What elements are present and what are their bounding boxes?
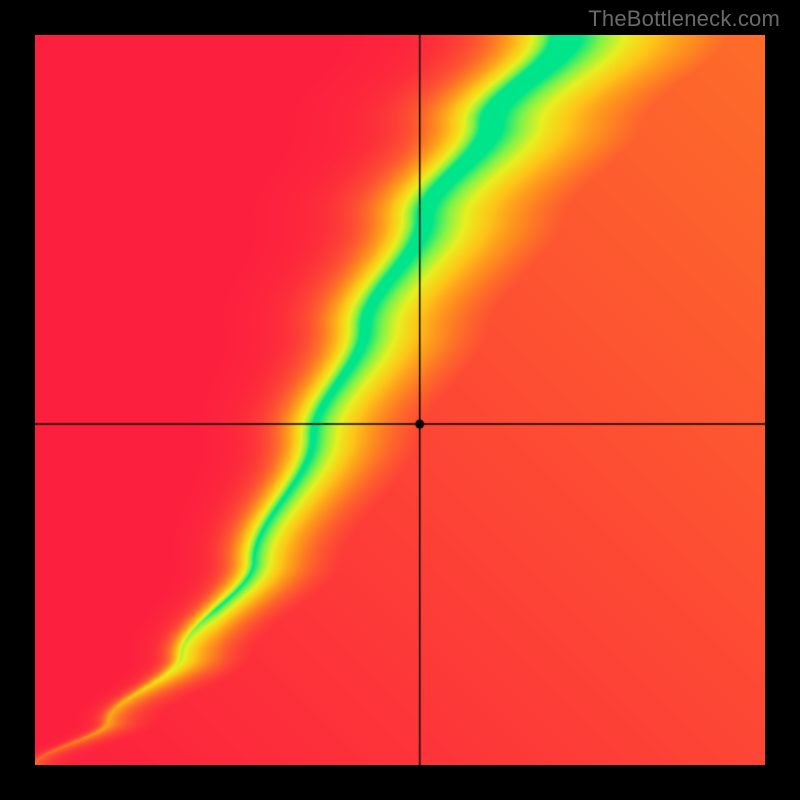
watermark-text: TheBottleneck.com [588, 6, 780, 32]
chart-container: TheBottleneck.com [0, 0, 800, 800]
heatmap-canvas [35, 35, 765, 765]
plot-area [35, 35, 765, 765]
